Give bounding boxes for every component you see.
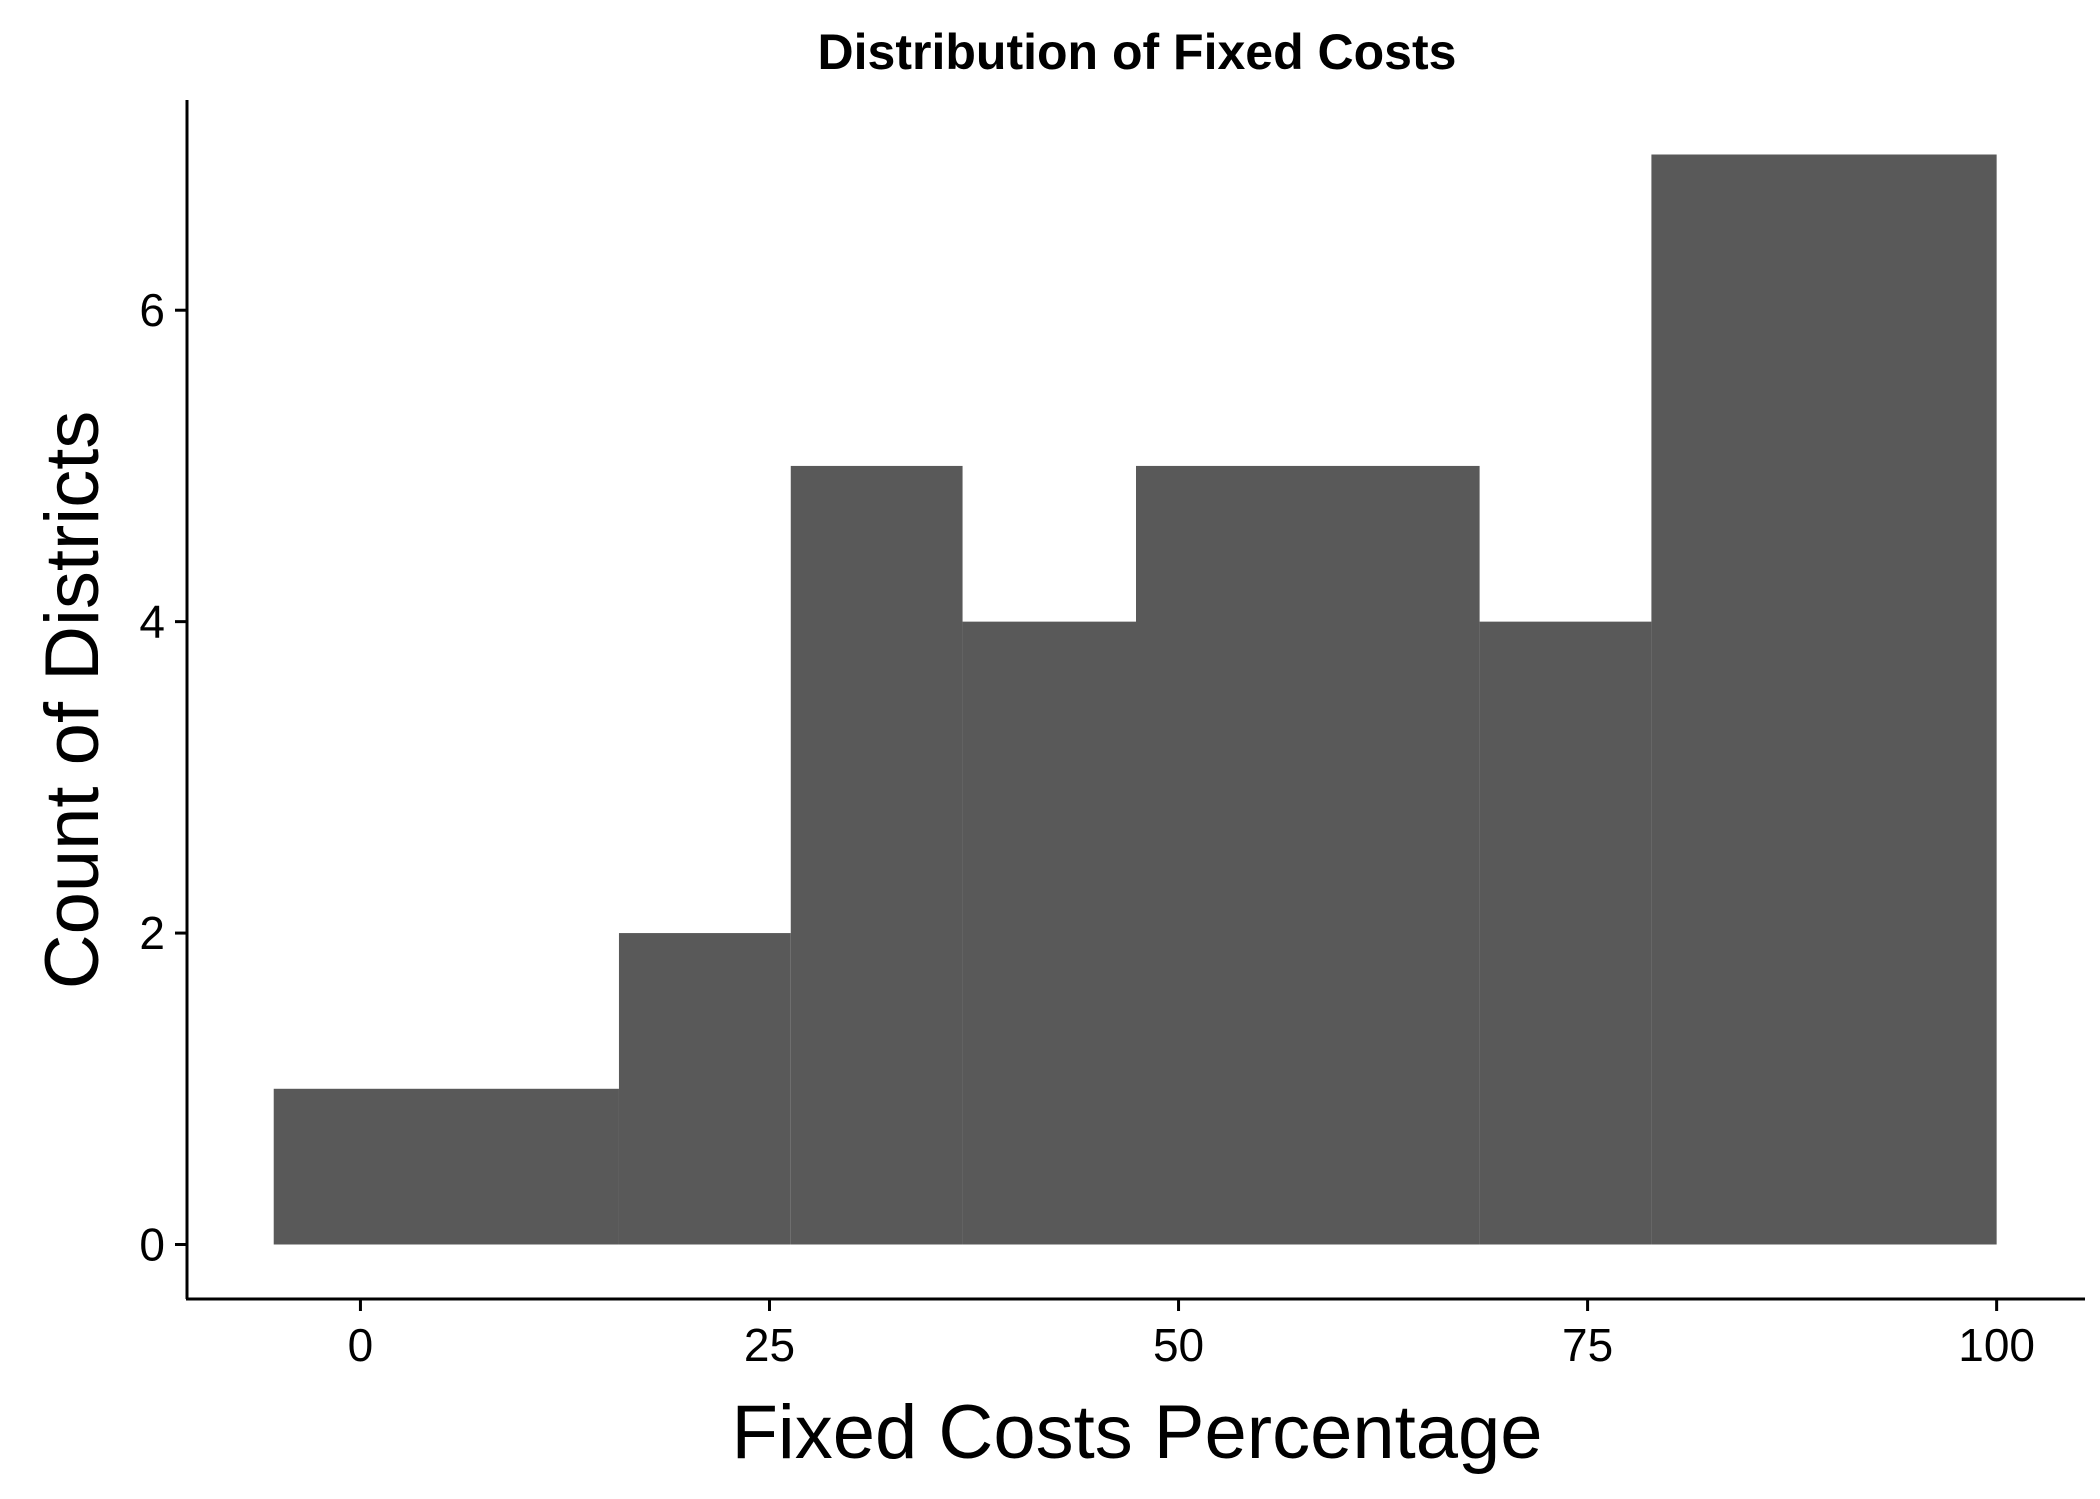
histogram-bar-4 bbox=[1136, 465, 1480, 1245]
x-tick-label: 50 bbox=[1153, 1319, 1204, 1371]
histogram-bar-1 bbox=[618, 933, 791, 1245]
x-tick-label: 75 bbox=[1562, 1319, 1613, 1371]
y-axis-title: Count of Districts bbox=[30, 411, 115, 990]
y-ticks-group: 0 2 4 6 bbox=[139, 284, 187, 1271]
histogram-bar-6 bbox=[1651, 154, 1997, 1245]
histogram-bar-3 bbox=[962, 621, 1136, 1245]
y-tick-label: 6 bbox=[139, 284, 165, 336]
x-tick-label: 0 bbox=[348, 1319, 374, 1371]
bars-group bbox=[273, 154, 1997, 1245]
histogram-bar-2 bbox=[790, 465, 963, 1245]
histogram-bar-5 bbox=[1479, 621, 1652, 1245]
y-tick-label: 0 bbox=[139, 1219, 165, 1271]
histogram-bar-0 bbox=[273, 1088, 619, 1245]
x-axis-title: Fixed Costs Percentage bbox=[731, 1390, 1542, 1475]
chart-title: Distribution of Fixed Costs bbox=[818, 24, 1457, 80]
x-ticks-group: 0 25 50 75 100 bbox=[348, 1299, 2035, 1371]
x-tick-label: 25 bbox=[744, 1319, 795, 1371]
y-tick-label: 2 bbox=[139, 907, 165, 959]
x-tick-label: 100 bbox=[1958, 1319, 2035, 1371]
y-tick-label: 4 bbox=[139, 596, 165, 648]
